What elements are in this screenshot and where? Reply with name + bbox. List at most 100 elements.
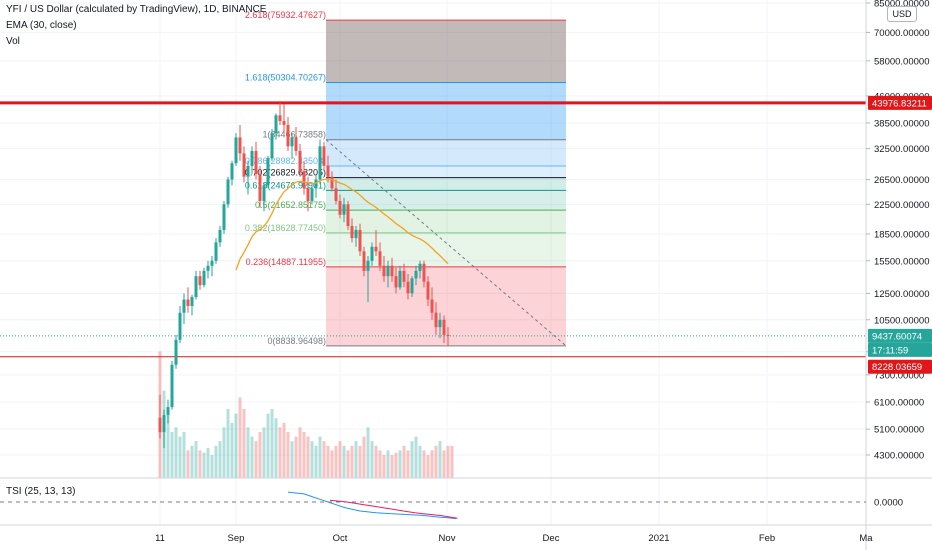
- candle-body: [394, 276, 398, 288]
- candle-body: [346, 204, 350, 227]
- candle: [378, 242, 382, 271]
- candle-body: [410, 278, 414, 294]
- price-badge-bg: [868, 342, 932, 357]
- candle: [410, 276, 414, 298]
- price-badge-bg: [868, 328, 932, 343]
- volume-bar: [174, 427, 178, 478]
- fib-level-label: 1.618(50304.70267): [245, 72, 326, 82]
- volume-bar: [422, 450, 426, 478]
- candle-body: [186, 299, 190, 306]
- volume-bar: [362, 436, 366, 478]
- candle: [238, 124, 242, 161]
- volume-bar: [278, 427, 282, 478]
- volume-bar: [342, 445, 346, 478]
- candle-body: [430, 299, 434, 313]
- candle: [366, 255, 370, 303]
- tsi-legend[interactable]: TSI (25, 13, 13): [6, 486, 76, 497]
- fib-zone: [326, 190, 566, 211]
- candle-body: [234, 137, 238, 164]
- candle: [202, 267, 206, 288]
- candle: [222, 200, 226, 234]
- candle-body: [178, 312, 182, 340]
- volume-bar: [446, 445, 450, 478]
- volume-bar: [442, 450, 446, 478]
- candle: [170, 360, 174, 410]
- volume-bar: [402, 445, 406, 478]
- candle: [214, 238, 218, 264]
- candle: [210, 255, 214, 277]
- candle: [166, 399, 170, 424]
- candle-body: [166, 407, 170, 415]
- tsi-pane: 0.0000: [0, 491, 903, 520]
- candle-body: [350, 226, 354, 239]
- price-badge-bg: [868, 95, 932, 110]
- candle: [330, 171, 334, 192]
- time-tick-label: Ma: [859, 533, 873, 544]
- volume-bar: [218, 441, 222, 478]
- volume-bar: [306, 436, 310, 478]
- candle-body: [342, 204, 346, 215]
- candle: [322, 141, 326, 172]
- candle-body: [434, 312, 438, 328]
- symbol-title[interactable]: YFI / US Dollar (calculated by TradingVi…: [6, 4, 267, 15]
- candle-body: [322, 146, 326, 166]
- candle-body: [262, 185, 266, 201]
- price-tick-label: 26500.00000: [874, 175, 929, 186]
- candle-body: [242, 153, 246, 177]
- candle-body: [374, 246, 378, 252]
- candle: [422, 260, 426, 288]
- candle-body: [214, 242, 218, 261]
- candle-body: [334, 188, 338, 201]
- volume-bar: [390, 455, 394, 478]
- price-tick-label: 15500.00000: [874, 256, 929, 267]
- price-tick-label: 6100.00000: [874, 398, 924, 409]
- volume-bar: [350, 445, 354, 478]
- candle: [358, 223, 362, 256]
- candle: [194, 270, 198, 300]
- candle-body: [422, 263, 426, 282]
- tsi-line: [287, 491, 457, 520]
- candle-body: [402, 270, 406, 282]
- volume-bar: [430, 450, 434, 478]
- price-tick-label: 5100.00000: [874, 425, 924, 436]
- candle: [406, 274, 410, 300]
- volume-bar: [262, 427, 266, 478]
- candle-body: [250, 150, 254, 166]
- volume-bar: [234, 413, 238, 478]
- price-badge-bg: [868, 359, 932, 374]
- candle: [190, 294, 194, 316]
- volume-bar: [246, 427, 250, 478]
- candle-body: [298, 150, 302, 172]
- currency-button[interactable]: USD: [887, 6, 917, 22]
- price-tick-label: 7300.00000: [874, 370, 924, 381]
- ema-legend[interactable]: EMA (30, close): [6, 20, 77, 31]
- volume-bar: [206, 448, 210, 478]
- candle: [374, 229, 378, 256]
- tsi-tick-label: 0.0000: [874, 498, 903, 509]
- volume-bar: [290, 441, 294, 478]
- candle-body: [318, 146, 322, 180]
- candle: [346, 200, 350, 230]
- ema-line: [235, 178, 449, 271]
- volume-bar: [418, 445, 422, 478]
- volume-bar: [242, 409, 246, 478]
- volume-bar: [286, 432, 290, 478]
- fib-level-label: 0.702(26829.68205): [245, 168, 326, 178]
- price-tick-label: 10500.00000: [874, 315, 929, 326]
- fib-zone: [326, 82, 566, 140]
- candle-body: [426, 281, 430, 300]
- candle-body: [382, 265, 386, 277]
- volume-bar: [294, 436, 298, 478]
- candle: [286, 117, 290, 151]
- candle-body: [390, 265, 394, 277]
- candle: [398, 265, 402, 290]
- candle-body: [398, 270, 402, 288]
- volume-legend[interactable]: Vol: [6, 36, 20, 47]
- volume-bar: [354, 441, 358, 478]
- candle: [274, 113, 278, 140]
- candle-body: [294, 137, 298, 151]
- candle-body: [418, 263, 422, 271]
- volume-bar: [426, 455, 430, 478]
- time-tick-label: 11: [155, 533, 165, 544]
